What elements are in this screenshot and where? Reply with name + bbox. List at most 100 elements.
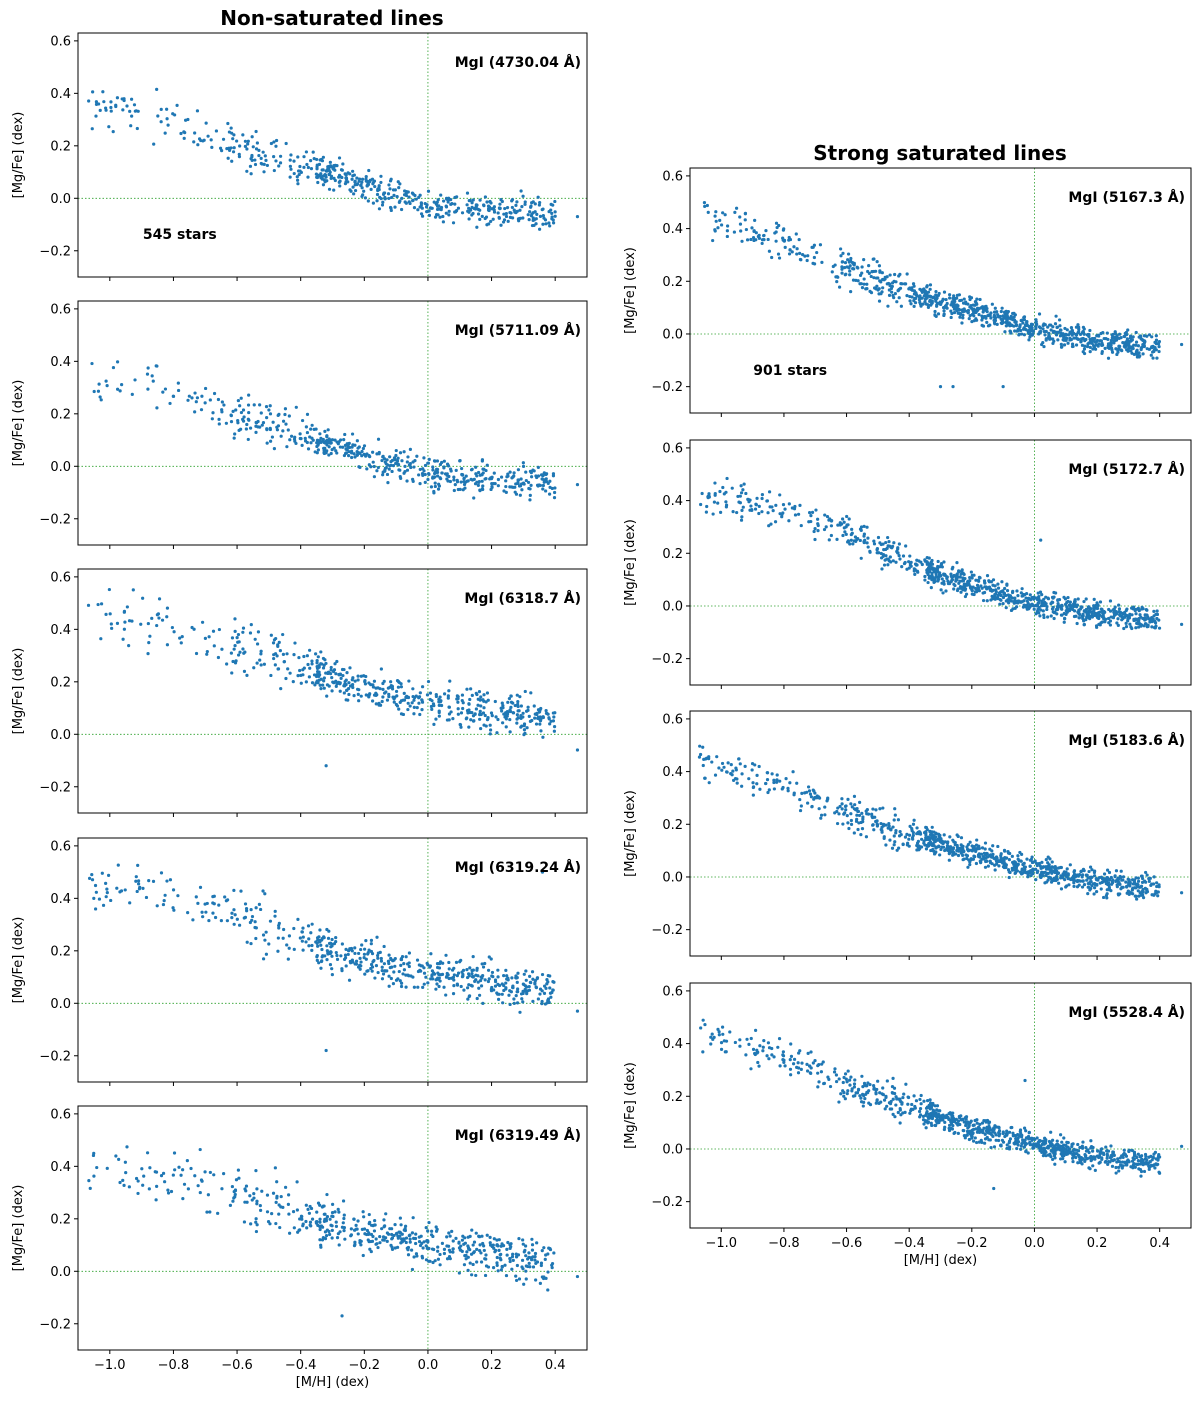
- data-point: [211, 911, 215, 915]
- data-point: [506, 474, 510, 478]
- data-point: [882, 563, 887, 567]
- y-axis-label: [Mg/Fe] (dex): [623, 247, 638, 334]
- data-point: [269, 673, 273, 678]
- data-point: [479, 704, 483, 708]
- data-point: [420, 214, 425, 218]
- data-point: [774, 230, 778, 234]
- data-point: [762, 233, 766, 238]
- data-point: [451, 1247, 455, 1251]
- data-point: [1038, 614, 1042, 618]
- data-point: [523, 200, 527, 204]
- data-point: [257, 153, 261, 158]
- data-point: [933, 309, 937, 314]
- data-point: [865, 525, 869, 529]
- data-point: [1153, 345, 1157, 350]
- data-point: [94, 100, 98, 104]
- data-point: [379, 667, 383, 671]
- data-point: [1020, 332, 1024, 336]
- data-point: [380, 699, 384, 704]
- data-point: [308, 1220, 313, 1224]
- data-point: [208, 398, 212, 402]
- data-point: [318, 673, 322, 677]
- data-point: [974, 578, 978, 582]
- data-point: [1101, 331, 1105, 335]
- data-point: [1105, 331, 1109, 335]
- data-point: [151, 879, 156, 883]
- data-point: [338, 673, 342, 677]
- data-point: [891, 825, 895, 829]
- x-tick-label: −0.4: [285, 1358, 317, 1373]
- data-point: [417, 473, 421, 477]
- data-point: [198, 1147, 202, 1152]
- data-point: [231, 1199, 235, 1203]
- data-point: [239, 410, 244, 415]
- data-point: [483, 713, 487, 718]
- y-tick-label: 0.6: [662, 441, 683, 456]
- data-point: [899, 304, 903, 308]
- data-point: [504, 214, 509, 219]
- data-point: [456, 971, 461, 975]
- data-point: [129, 124, 133, 128]
- data-point: [1059, 613, 1064, 617]
- data-point: [87, 1179, 91, 1183]
- data-point: [962, 308, 967, 313]
- data-point: [1108, 599, 1113, 603]
- data-point: [1014, 324, 1018, 328]
- data-point: [481, 965, 486, 969]
- data-point: [748, 508, 752, 512]
- data-point: [917, 298, 922, 302]
- data-point: [141, 596, 145, 600]
- data-point: [1113, 338, 1117, 343]
- data-point: [990, 594, 994, 598]
- data-point: [390, 1245, 394, 1249]
- data-point: [302, 165, 306, 169]
- data-point: [292, 159, 296, 163]
- data-point: [445, 472, 449, 476]
- data-point: [299, 437, 303, 441]
- data-point: [351, 169, 355, 173]
- data-point: [720, 768, 724, 772]
- data-point: [329, 941, 333, 945]
- data-point: [1134, 612, 1138, 616]
- data-point: [146, 652, 150, 656]
- data-point: [893, 272, 897, 277]
- data-point: [439, 208, 443, 212]
- data-point: [362, 952, 367, 956]
- data-point: [272, 653, 276, 657]
- data-point: [436, 1249, 440, 1253]
- data-point: [116, 387, 120, 391]
- data-point: [840, 522, 844, 526]
- plot-frame: [77, 1105, 588, 1351]
- y-tick-label: 0.0: [50, 728, 71, 743]
- y-axis-label: [Mg/Fe] (dex): [11, 1185, 26, 1272]
- data-point: [822, 527, 827, 532]
- scatter-points: [699, 476, 1184, 631]
- data-point: [1147, 333, 1152, 337]
- data-point: [216, 655, 221, 660]
- data-point: [179, 1173, 183, 1177]
- data-point: [790, 250, 794, 254]
- data-point: [909, 560, 913, 564]
- data-point: [105, 887, 109, 891]
- data-point: [333, 168, 337, 172]
- data-point: [381, 687, 385, 692]
- data-point: [1130, 613, 1134, 617]
- data-point: [904, 544, 908, 548]
- data-point: [315, 444, 319, 449]
- data-point: [321, 174, 325, 178]
- data-point: [462, 1263, 467, 1267]
- data-point: [514, 1278, 519, 1283]
- data-point: [396, 1234, 400, 1238]
- data-point: [546, 973, 550, 978]
- data-point: [364, 174, 368, 179]
- data-point: [1049, 602, 1053, 606]
- data-point: [285, 445, 289, 449]
- data-point: [949, 572, 953, 576]
- data-point: [98, 395, 102, 399]
- data-point: [263, 892, 267, 896]
- data-point: [374, 686, 378, 690]
- data-point: [351, 683, 355, 687]
- data-point: [374, 1237, 378, 1241]
- data-point: [928, 832, 933, 837]
- data-point: [90, 361, 94, 366]
